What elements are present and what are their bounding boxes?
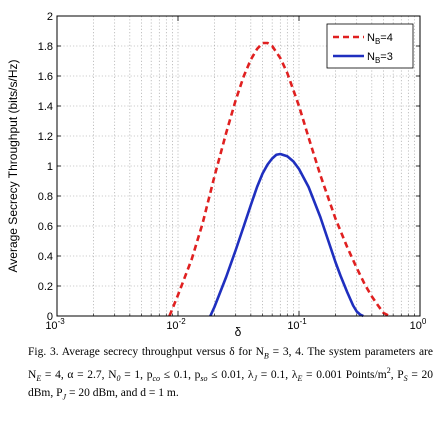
legend: NB=4 NB=3 bbox=[326, 23, 414, 69]
caption-fragment: = 0.1, λ bbox=[257, 369, 298, 382]
y-tick-label: 1.4 bbox=[38, 101, 53, 113]
y-tick-label: 1.2 bbox=[38, 131, 53, 143]
y-tick-label: 1.8 bbox=[38, 41, 53, 53]
x-axis-label: δ bbox=[235, 325, 242, 339]
caption-fragment: S bbox=[403, 374, 408, 384]
caption-fragment: J bbox=[253, 374, 258, 384]
caption-fragment: ≤ 0.01, λ bbox=[207, 369, 254, 382]
caption-fragment: 2 bbox=[386, 366, 391, 376]
x-tick-label: 10-2 bbox=[166, 317, 186, 332]
y-tick-label: 0.8 bbox=[38, 191, 53, 203]
y-tick-label: 0 bbox=[47, 311, 53, 323]
y-tick-label: 0.4 bbox=[38, 251, 53, 263]
series-layer bbox=[168, 41, 391, 318]
x-tick-label: 10-1 bbox=[287, 317, 307, 332]
y-tick-label: 0.2 bbox=[38, 281, 53, 293]
figure-caption: Fig. 3. Average secrecy throughput versu… bbox=[28, 345, 433, 405]
caption-fragment: = 20 dBm, and d = 1 m. bbox=[66, 387, 179, 400]
caption-fragment: = 20 dBm, P bbox=[28, 369, 434, 400]
x-tick-label: 10-3 bbox=[45, 317, 65, 332]
x-tick-label: 100 bbox=[410, 317, 427, 332]
y-tick-label: 1 bbox=[47, 161, 53, 173]
series-line bbox=[209, 152, 364, 318]
caption-fragment: = 4, α = 2.7, N bbox=[41, 369, 117, 382]
caption-fragment: ≤ 0.1, p bbox=[160, 369, 201, 382]
caption-fragment: = 1, p bbox=[120, 369, 153, 382]
caption-fragment: Fig. 3. Average secrecy throughput versu… bbox=[28, 346, 264, 358]
caption-fragment: B bbox=[263, 351, 269, 361]
caption-fragment: , P bbox=[390, 369, 404, 382]
legend-label: NB=3 bbox=[367, 51, 393, 65]
y-tick-label: 1.6 bbox=[38, 71, 53, 83]
series-line bbox=[168, 41, 391, 318]
y-tick-label: 2 bbox=[47, 11, 53, 23]
caption-fragment: J bbox=[62, 392, 67, 402]
legend-box bbox=[326, 23, 414, 69]
caption-fragment: so bbox=[200, 374, 208, 384]
ticks: 0 0.2 0.4 0.6 0.8 1 1.2 1.4 1.6 1.8 2 10-3 10-2 10-1 1… bbox=[38, 11, 427, 332]
caption-fragment: E bbox=[297, 374, 303, 384]
grid bbox=[57, 16, 420, 316]
y-axis-label: Average Secrecy Throughput (bits/s/Hz) bbox=[6, 60, 20, 273]
caption-fragment: = 3, 4. The system parameters are N bbox=[28, 346, 433, 382]
caption-fragment: co bbox=[152, 374, 161, 384]
y-tick-label: 0.6 bbox=[38, 221, 53, 233]
chart: 0 0.2 0.4 0.6 0.8 1 1.2 1.4 1.6 1.8 2 10-3 10-2 10-1 1… bbox=[6, 11, 427, 339]
caption-fragment: 0 bbox=[116, 374, 121, 384]
caption-fragment: E bbox=[36, 374, 42, 384]
legend-label: NB=4 bbox=[367, 32, 393, 46]
caption-fragment: = 0.001 Points/m bbox=[302, 369, 387, 382]
